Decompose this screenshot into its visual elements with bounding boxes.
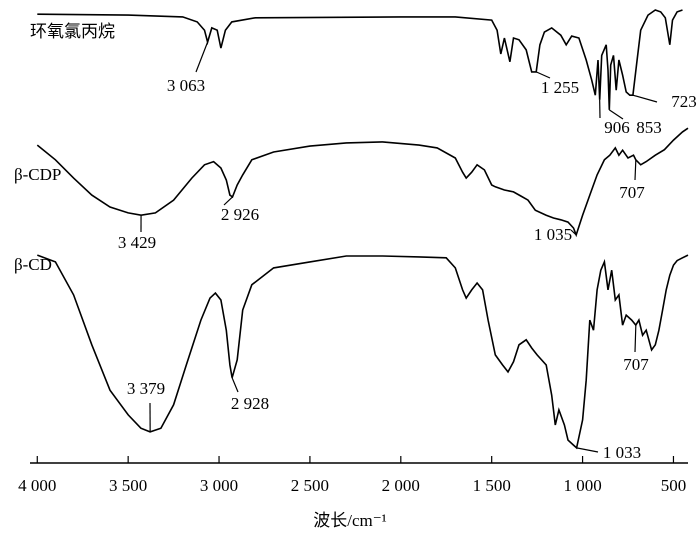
series-label: β-CDP xyxy=(14,165,61,184)
peak-label: 2 926 xyxy=(221,205,259,224)
x-tick-label: 500 xyxy=(661,476,687,495)
peak-label: 1 033 xyxy=(603,443,641,462)
peak-label: 707 xyxy=(623,355,649,374)
peak-label: 906 xyxy=(604,118,630,137)
peak-label: 3 379 xyxy=(127,379,165,398)
peak-label: 2 928 xyxy=(231,394,269,413)
series-label: 环氧氯丙烷 xyxy=(30,22,115,41)
peak-leader xyxy=(535,71,551,79)
x-axis-label: 波长/cm⁻¹ xyxy=(313,511,387,530)
x-tick-label: 3 000 xyxy=(200,476,238,495)
peak-label: 3 429 xyxy=(118,233,156,252)
peak-leader xyxy=(634,325,637,353)
spectrum-line xyxy=(36,127,689,238)
spectrum-line xyxy=(37,9,683,110)
peak-label: 707 xyxy=(619,183,645,202)
x-tick-label: 1 000 xyxy=(563,476,601,495)
peak-label: 1 035 xyxy=(534,225,572,244)
peak-label: 1 255 xyxy=(541,78,579,97)
peak-leader xyxy=(231,377,239,393)
peak-leader xyxy=(576,447,599,453)
x-tick-label: 1 500 xyxy=(473,476,511,495)
x-tick-label: 2 500 xyxy=(291,476,329,495)
peak-leader xyxy=(634,159,637,181)
x-tick-label: 4 000 xyxy=(18,476,56,495)
peak-leader xyxy=(223,196,233,206)
peak-leader xyxy=(570,229,577,236)
peak-leader xyxy=(608,109,624,120)
peak-label: 723 xyxy=(671,92,697,111)
spectrum-line xyxy=(37,254,689,450)
peak-leader xyxy=(195,41,209,73)
x-tick-label: 3 500 xyxy=(109,476,147,495)
peak-leader xyxy=(632,94,658,103)
series-label: β-CD xyxy=(14,255,52,274)
peak-label: 853 xyxy=(636,118,662,137)
peak-label: 3 063 xyxy=(167,76,205,95)
x-tick-label: 2 000 xyxy=(382,476,420,495)
